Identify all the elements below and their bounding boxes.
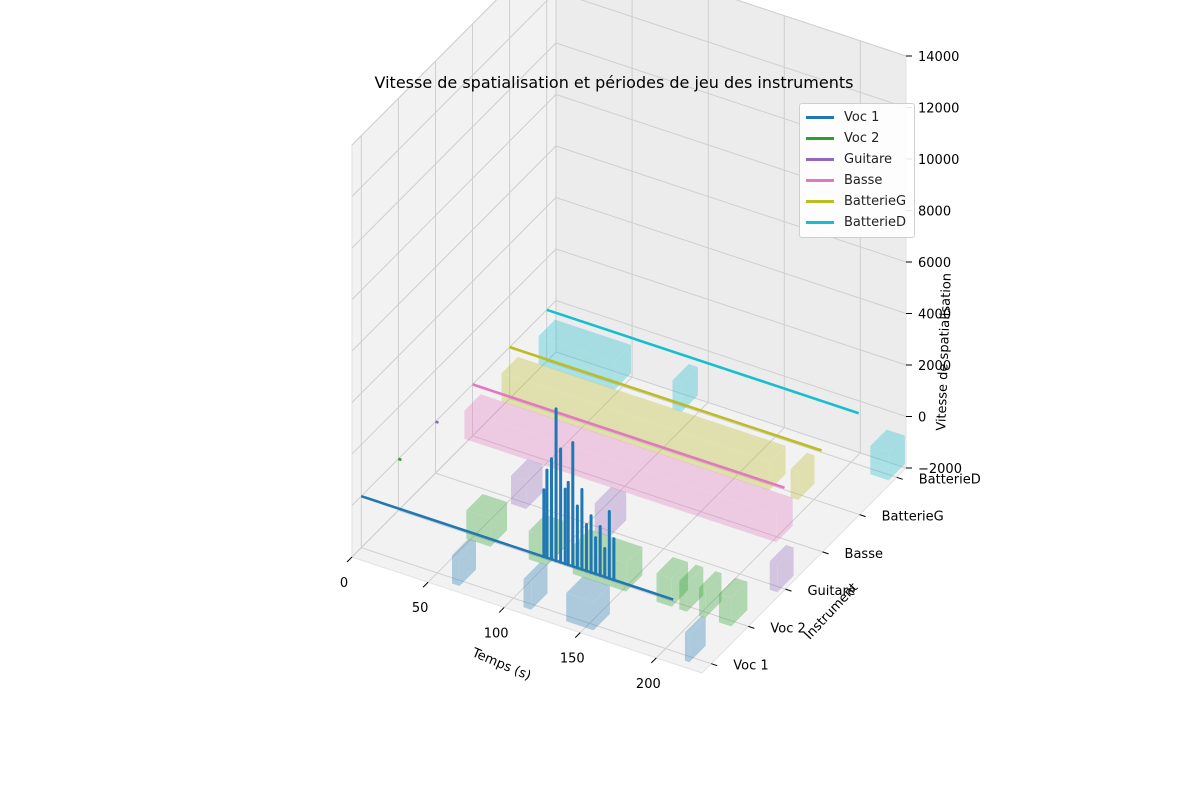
z-gridline	[351, 299, 907, 506]
grid-lines	[351, 0, 907, 665]
legend-swatch	[806, 137, 834, 140]
z-gridline	[351, 93, 907, 300]
y-tick	[785, 588, 792, 592]
legend-item-batteried: BatterieD	[800, 212, 914, 233]
period-box	[679, 564, 704, 612]
x-tick	[498, 607, 505, 613]
z-gridline	[351, 196, 907, 403]
x-tick-label: 100	[484, 626, 509, 641]
z-gridline	[351, 145, 907, 352]
series-line	[472, 383, 785, 489]
z-tick-label: 14000	[918, 50, 959, 65]
x-tick	[422, 581, 429, 588]
data-marks	[360, 308, 905, 663]
legend-item-voc1: Voc 1	[800, 107, 914, 128]
z-gridline	[351, 0, 907, 197]
legend-item-basse: Basse	[800, 170, 914, 191]
y-tick	[822, 551, 829, 555]
y-tick-label: Voc 2	[770, 621, 805, 636]
period-box	[684, 616, 706, 663]
z-tick-label: 0	[918, 411, 926, 426]
z-gridline	[351, 351, 907, 558]
y-tick	[896, 476, 903, 480]
legend-swatch	[806, 221, 834, 224]
y-tick-label: BatterieD	[919, 472, 981, 487]
z-tick-label: −2000	[918, 462, 962, 477]
z-gridline	[351, 248, 907, 455]
x-tick	[346, 556, 353, 563]
chart-title: Vitesse de spatialisation et périodes de…	[375, 73, 854, 92]
y-tick	[711, 663, 718, 667]
z-axis-label: Vitesse de spatialisation	[934, 273, 955, 431]
z-tick-label: 2000	[918, 359, 951, 374]
series-line	[435, 420, 439, 424]
legend-label: Guitare	[844, 152, 893, 167]
z-tick-label: 8000	[918, 205, 951, 220]
period-box	[452, 538, 476, 586]
period-box	[699, 571, 722, 618]
legend-label: BatterieG	[844, 194, 907, 209]
series-line	[509, 345, 823, 452]
legend-item-batterieg: BatterieG	[800, 191, 914, 212]
x-tick-label: 150	[560, 652, 585, 667]
y-tick-label: Voc 1	[733, 659, 768, 674]
period-box	[566, 576, 610, 631]
series-line	[546, 308, 860, 415]
legend-item-guitare: Guitare	[800, 149, 914, 170]
series-line	[397, 457, 402, 462]
legend-label: BatterieD	[844, 215, 907, 230]
x-tick-label: 0	[340, 576, 348, 591]
y-tick-label: BatterieG	[882, 510, 944, 525]
y-tick	[748, 625, 755, 629]
period-box	[511, 459, 543, 509]
legend-label: Voc 2	[844, 131, 880, 146]
z-gridline	[351, 42, 907, 249]
z-tick-label: 10000	[918, 153, 959, 168]
legend-swatch	[806, 158, 834, 161]
x-tick-label: 200	[636, 677, 661, 692]
z-tick-label: 4000	[918, 308, 951, 323]
x-tick-label: 50	[412, 601, 429, 616]
legend-label: Voc 1	[844, 110, 880, 125]
y-tick	[859, 514, 866, 518]
legend-label: Basse	[844, 173, 883, 188]
y-tick-label: Basse	[845, 547, 883, 562]
legend-swatch	[806, 116, 834, 119]
legend: Voc 1 Voc 2 Guitare Basse BatterieG Batt…	[799, 103, 915, 238]
period-box	[594, 486, 627, 537]
legend-swatch	[806, 179, 834, 182]
period-box	[718, 577, 748, 627]
x-tick	[574, 632, 581, 639]
z-gridline	[351, 0, 907, 146]
period-box	[870, 429, 905, 481]
x-axis-label: Temps (s)	[469, 645, 533, 684]
tick-marks: 0 50 100 150 200 Voc 1 Voc 2 Guitare Basse Batter…	[340, 50, 981, 692]
period-box	[464, 394, 793, 543]
period-box	[790, 452, 815, 500]
z-tick-label: 6000	[918, 256, 951, 271]
legend-swatch	[806, 200, 834, 203]
period-box	[523, 562, 548, 610]
period-box	[769, 544, 794, 593]
z-tick-label: 12000	[918, 102, 959, 117]
series-line	[360, 494, 674, 601]
y-tick-label: Guitare	[807, 584, 855, 599]
x-tick	[650, 657, 657, 664]
legend-item-voc2: Voc 2	[800, 128, 914, 149]
